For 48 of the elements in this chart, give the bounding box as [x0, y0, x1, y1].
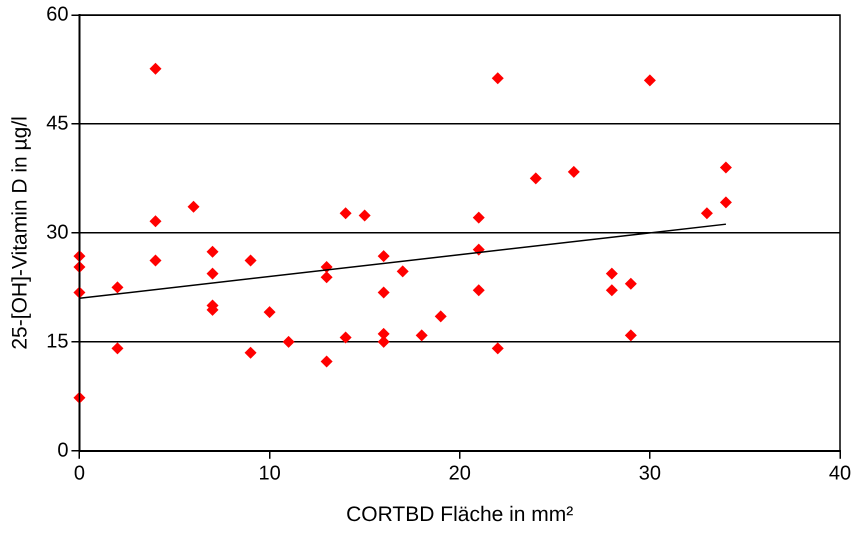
point — [378, 286, 390, 298]
point — [282, 336, 295, 348]
point — [244, 254, 257, 266]
point — [472, 284, 485, 296]
x-tick-label: 30 — [638, 462, 661, 484]
x-tick-label: 40 — [828, 462, 852, 484]
y-tick-label: 15 — [46, 330, 68, 352]
point — [396, 265, 409, 278]
point — [320, 271, 333, 284]
point — [264, 306, 276, 318]
point — [150, 254, 162, 266]
point — [244, 346, 257, 359]
y-tick-label: 45 — [46, 112, 68, 134]
point — [150, 215, 162, 228]
x-axis-title: CORTBD Fläche in mm² — [346, 503, 574, 526]
point — [606, 268, 618, 280]
x-tick-label: 0 — [74, 462, 86, 484]
point — [492, 72, 504, 84]
point — [568, 166, 580, 178]
point — [340, 207, 352, 220]
point — [644, 74, 656, 86]
y-tick-label: 60 — [46, 4, 68, 26]
point — [340, 331, 352, 344]
point — [150, 62, 162, 75]
point — [111, 281, 124, 294]
point — [530, 172, 542, 184]
point — [206, 246, 219, 258]
point — [624, 278, 637, 290]
point — [624, 329, 637, 342]
point — [700, 207, 713, 220]
point — [720, 196, 732, 208]
y-tick-label: 30 — [46, 221, 68, 244]
point — [358, 209, 371, 222]
point — [416, 329, 428, 342]
point — [188, 200, 200, 213]
y-tick-label: 0 — [57, 439, 68, 462]
x-tick-label: 10 — [258, 462, 281, 484]
point — [206, 268, 219, 280]
point — [720, 162, 732, 174]
point — [378, 250, 390, 262]
point — [434, 310, 447, 322]
y-axis-title: 25-[OH]-Vitamin D in µg/l — [8, 116, 32, 350]
point — [472, 212, 485, 224]
point — [606, 284, 618, 296]
point — [320, 355, 333, 368]
x-tick-label: 20 — [448, 462, 471, 484]
point — [111, 342, 124, 354]
point — [492, 342, 504, 354]
